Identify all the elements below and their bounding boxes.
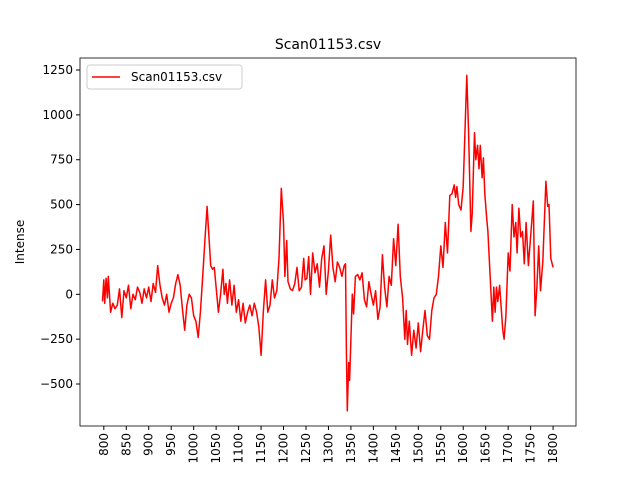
y-tick-label: 1000	[42, 108, 73, 122]
chart-title: Scan01153.csv	[275, 37, 381, 53]
x-tick-label: 1100	[232, 433, 246, 464]
y-axis-label: Intense	[13, 220, 27, 264]
y-tick-label: 250	[50, 242, 73, 256]
x-tick-label: 1600	[456, 433, 470, 464]
x-tick-label: 1300	[321, 433, 335, 464]
y-tick-label: 0	[65, 287, 73, 301]
y-tick-label: 500	[50, 198, 73, 212]
x-tick-label: 1200	[277, 433, 291, 464]
x-tick-label: 1500	[411, 433, 425, 464]
x-tick-label: 1700	[501, 433, 515, 464]
x-tick-label: 1450	[389, 433, 403, 464]
y-tick-label: −250	[40, 332, 73, 346]
x-tick-label: 1550	[434, 433, 448, 464]
y-tick-label: 1250	[42, 63, 73, 77]
x-tick-label: 1650	[479, 433, 493, 464]
x-tick-label: 900	[142, 433, 156, 456]
x-tick-label: 1050	[209, 433, 223, 464]
x-tick-label: 950	[164, 433, 178, 456]
x-tick-label: 800	[97, 433, 111, 456]
y-tick-label: −500	[40, 377, 73, 391]
x-tick-label: 1400	[366, 433, 380, 464]
x-tick-label: 1800	[546, 433, 560, 464]
y-tick-label: 750	[50, 153, 73, 167]
x-tick-label: 850	[119, 433, 133, 456]
data-line	[101, 74, 554, 412]
legend-label: Scan01153.csv	[131, 70, 222, 84]
plot-frame	[79, 57, 577, 427]
x-tick-label: 1250	[299, 433, 313, 464]
x-tick-label: 1350	[344, 433, 358, 464]
x-tick-label: 1750	[524, 433, 538, 464]
legend-box	[86, 64, 243, 90]
x-tick-label: 1150	[254, 433, 268, 464]
x-tick-label: 1000	[187, 433, 201, 464]
